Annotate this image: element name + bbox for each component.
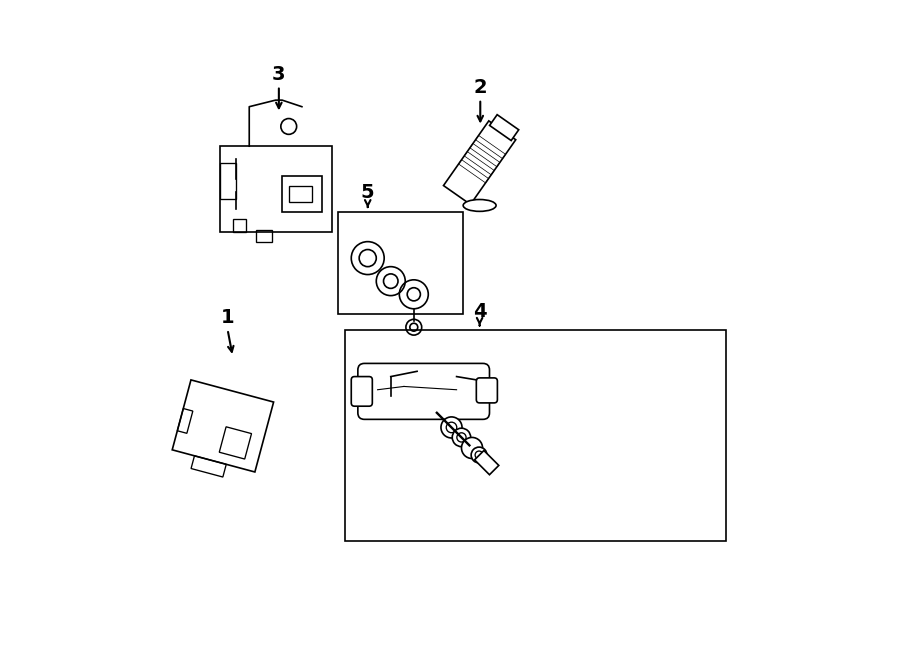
Ellipse shape: [464, 200, 496, 212]
Bar: [459, 160, 489, 183]
Bar: [220, 427, 251, 459]
Bar: [283, 176, 321, 212]
FancyBboxPatch shape: [358, 364, 490, 419]
Bar: [289, 186, 311, 202]
Bar: [191, 456, 226, 477]
Bar: [220, 163, 236, 199]
Circle shape: [441, 417, 462, 438]
Bar: [256, 230, 273, 242]
Bar: [177, 408, 193, 434]
Text: 5: 5: [361, 183, 374, 202]
Text: 2: 2: [473, 78, 487, 97]
FancyBboxPatch shape: [476, 378, 498, 403]
FancyBboxPatch shape: [351, 377, 373, 407]
Bar: [338, 212, 464, 314]
Bar: [470, 143, 500, 167]
Bar: [220, 146, 331, 232]
Circle shape: [453, 428, 471, 447]
Bar: [475, 136, 506, 159]
Text: 4: 4: [472, 301, 486, 321]
Text: 3: 3: [272, 65, 285, 84]
Circle shape: [462, 438, 482, 459]
Bar: [345, 330, 726, 541]
Text: 1: 1: [220, 308, 234, 327]
Bar: [464, 151, 494, 175]
Bar: [233, 219, 246, 232]
Circle shape: [472, 447, 487, 463]
Bar: [172, 380, 274, 472]
Bar: [490, 114, 518, 141]
Bar: [444, 121, 516, 204]
Bar: [474, 451, 499, 475]
